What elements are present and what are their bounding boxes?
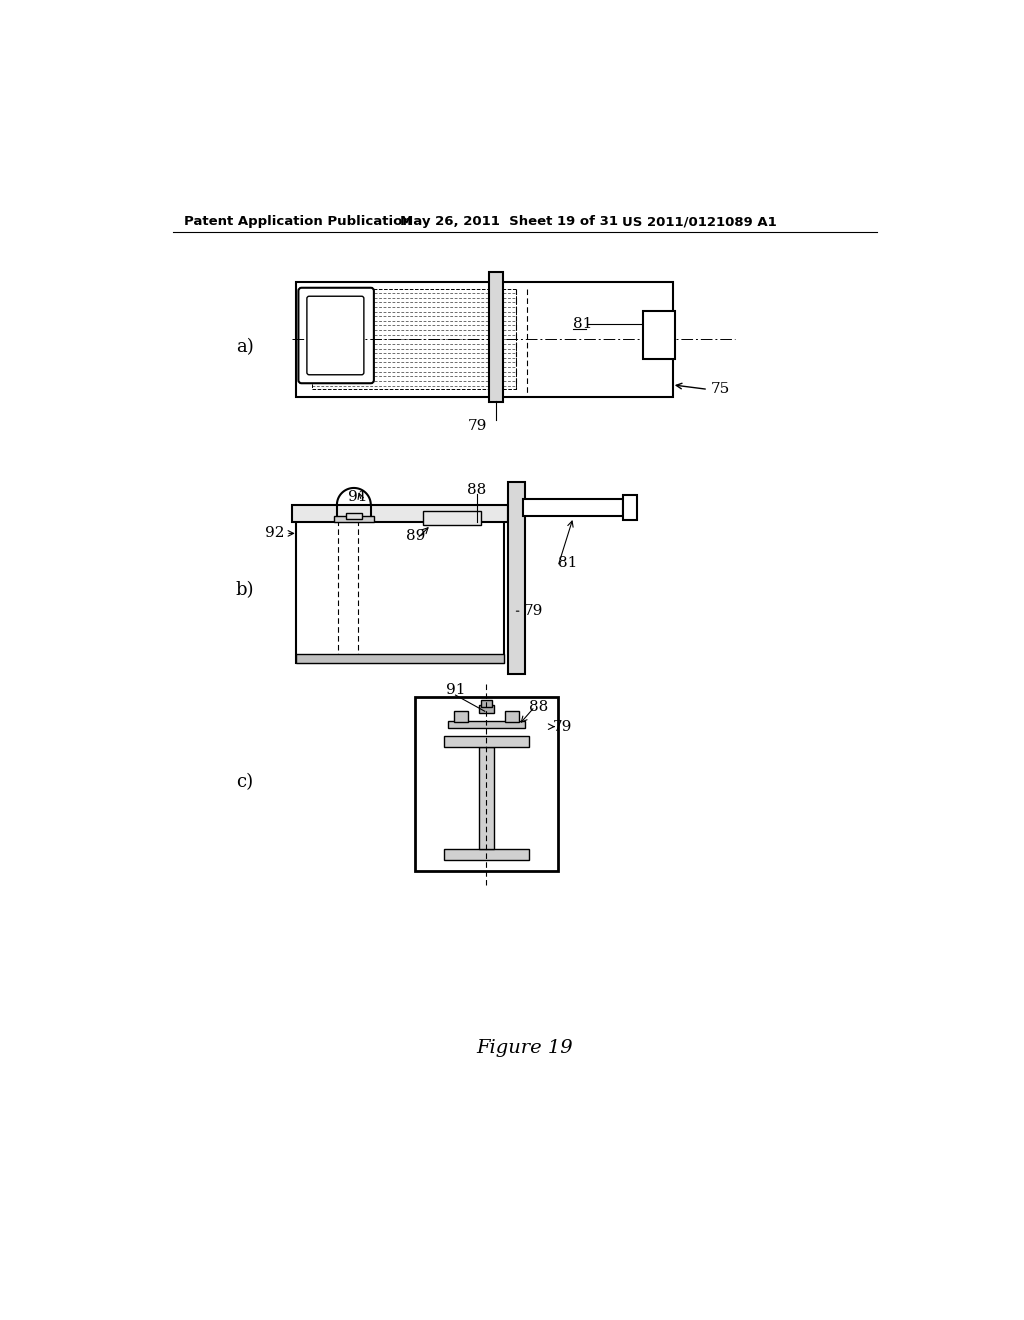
Bar — [416, 697, 558, 871]
Text: 89: 89 — [406, 529, 425, 543]
Text: Patent Application Publication: Patent Application Publication — [184, 215, 413, 228]
Bar — [296, 520, 504, 663]
Bar — [334, 516, 374, 521]
Text: 75: 75 — [711, 383, 730, 396]
Text: a): a) — [236, 338, 253, 356]
Text: May 26, 2011  Sheet 19 of 31: May 26, 2011 Sheet 19 of 31 — [400, 215, 618, 228]
FancyBboxPatch shape — [307, 296, 364, 375]
Text: b): b) — [236, 581, 254, 598]
Bar — [296, 281, 674, 397]
Text: US 2011/0121089 A1: US 2011/0121089 A1 — [622, 215, 776, 228]
Bar — [505, 711, 518, 722]
Text: 81: 81 — [558, 556, 578, 570]
Bar — [292, 506, 508, 521]
Bar — [423, 511, 481, 525]
Bar — [523, 499, 624, 516]
Bar — [296, 653, 504, 663]
Text: 92: 92 — [265, 527, 285, 540]
Bar — [478, 705, 494, 713]
Bar — [508, 482, 525, 675]
Text: c): c) — [236, 774, 253, 791]
Bar — [454, 711, 468, 722]
Text: 88: 88 — [467, 483, 486, 496]
Text: 81: 81 — [573, 317, 593, 331]
Text: 79: 79 — [553, 719, 571, 734]
Bar — [643, 312, 675, 359]
Bar — [478, 747, 494, 849]
Text: 79: 79 — [467, 420, 486, 433]
Bar — [447, 721, 524, 729]
Bar — [311, 289, 515, 389]
Bar — [481, 701, 492, 706]
Bar — [444, 737, 528, 747]
Text: 88: 88 — [529, 700, 548, 714]
Bar — [624, 495, 637, 520]
Bar — [346, 512, 361, 519]
Text: 79: 79 — [523, 605, 543, 618]
Bar — [444, 849, 528, 859]
Text: 91: 91 — [348, 490, 368, 504]
Text: Figure 19: Figure 19 — [476, 1039, 573, 1057]
FancyBboxPatch shape — [298, 288, 374, 383]
Text: 91: 91 — [445, 682, 465, 697]
Bar — [489, 272, 503, 401]
